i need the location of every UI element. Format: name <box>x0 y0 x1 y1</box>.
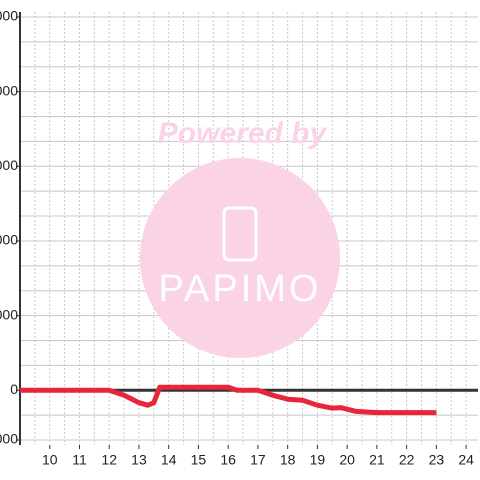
plot: -20,000 0 30,000 60,000 90,000 120,000 150,000… <box>0 8 478 468</box>
y-tick-label: 0 <box>10 381 18 397</box>
x-tick-label: 12 <box>101 452 117 468</box>
y-tick-label: 60,000 <box>0 232 18 248</box>
x-tick-label: 14 <box>161 452 177 468</box>
x-tick-label: 17 <box>250 452 266 468</box>
x-tick-label: 21 <box>369 452 385 468</box>
watermark-circle <box>140 158 340 358</box>
x-tick-label: 18 <box>280 452 296 468</box>
x-tick-label: 16 <box>220 452 236 468</box>
x-tick-label: 10 <box>42 452 58 468</box>
grid <box>20 12 478 445</box>
y-tick-label: 30,000 <box>0 306 18 322</box>
phone-icon <box>222 206 258 262</box>
x-tick-label: 15 <box>191 452 207 468</box>
x-tick-label: 20 <box>339 452 355 468</box>
y-tick-label: -20,000 <box>0 431 18 447</box>
x-tick-label: 23 <box>429 452 445 468</box>
watermark: Powered by PAPIMO <box>140 117 340 358</box>
y-tick-label: 150,000 <box>0 8 18 24</box>
x-tick-label: 11 <box>72 452 87 468</box>
x-tick-label: 19 <box>310 452 326 468</box>
x-tick-label: 22 <box>399 452 415 468</box>
x-tick-label: 24 <box>458 452 474 468</box>
y-tick-label: 120,000 <box>0 82 18 98</box>
watermark-brand: PAPIMO <box>159 268 322 310</box>
data-line <box>20 384 437 416</box>
y-tick-label: 90,000 <box>0 157 18 173</box>
watermark-text: Powered by <box>158 117 328 150</box>
x-tick-label: 13 <box>131 452 147 468</box>
